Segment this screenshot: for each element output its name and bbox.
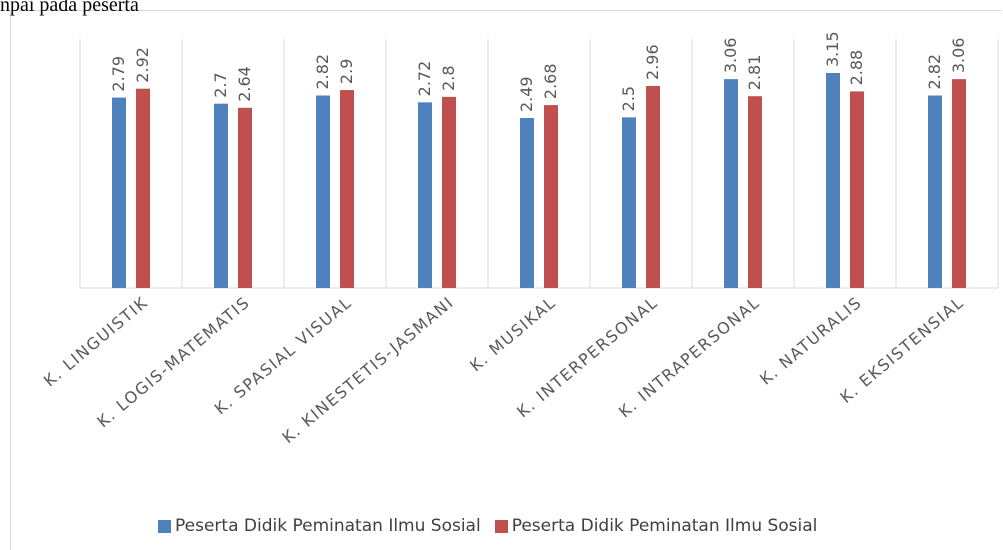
bar-series-1 (418, 102, 432, 288)
data-label: 2.96 (643, 44, 662, 80)
data-label: 3.06 (949, 38, 968, 74)
bar-series-1 (316, 95, 330, 289)
x-tick-label: K. NATURALIS (756, 293, 866, 389)
legend-label-series-2: Peserta Didik Peminatan Ilmu Sosial (511, 516, 818, 536)
x-tick-label: K. MUSIKAL (466, 293, 560, 376)
data-label: 3.06 (721, 38, 740, 74)
legend-item-series-2: Peserta Didik Peminatan Ilmu Sosial (494, 516, 818, 536)
data-label: 2.81 (745, 55, 764, 91)
data-label: 2.92 (133, 47, 152, 83)
legend-item-series-1: Peserta Didik Peminatan Ilmu Sosial (158, 516, 481, 536)
bar-series-2 (238, 107, 252, 288)
bar-series-2 (850, 91, 864, 288)
chart-frame (10, 10, 1002, 550)
legend-swatch-series-1 (158, 519, 171, 533)
bar-series-1 (112, 97, 126, 288)
x-tick-label: K. LINGUISTIK (40, 293, 152, 391)
data-label: 2.82 (925, 54, 944, 90)
data-label: 2.79 (109, 56, 128, 92)
bar-series-1 (622, 117, 636, 288)
legend-swatch-series-2 (494, 519, 508, 533)
data-label: 2.68 (541, 63, 560, 99)
legend: Peserta Didik Peminatan Ilmu Sosial Pese… (158, 516, 831, 536)
data-label: 2.7 (211, 72, 230, 97)
bar-series-2 (646, 85, 660, 288)
bar-series-1 (826, 73, 840, 288)
bar-series-2 (952, 79, 966, 289)
data-label: 2.82 (313, 54, 332, 90)
data-label: 3.15 (823, 31, 842, 67)
header-fragment: npai pada peserta (0, 0, 139, 16)
bar-series-2 (340, 90, 354, 288)
data-label: 2.5 (619, 86, 638, 111)
bar-series-1 (520, 118, 534, 288)
bar-series-1 (928, 95, 942, 289)
bar-series-1 (214, 103, 228, 288)
bar-series-1 (724, 79, 738, 289)
bar-series-2 (544, 105, 558, 288)
bar-series-2 (748, 96, 762, 288)
data-label: 2.64 (235, 66, 254, 102)
data-label: 2.72 (415, 61, 434, 97)
x-tick-label: K. KINESTETIS-JASMANI (279, 293, 458, 448)
data-label: 2.49 (517, 76, 536, 112)
data-label: 2.88 (847, 50, 866, 86)
data-label: 2.9 (337, 59, 356, 84)
data-label: 2.8 (439, 65, 458, 90)
legend-label-series-1: Peserta Didik Peminatan Ilmu Sosial (175, 516, 481, 536)
bar-series-2 (136, 88, 150, 288)
bar-series-2 (442, 96, 456, 288)
